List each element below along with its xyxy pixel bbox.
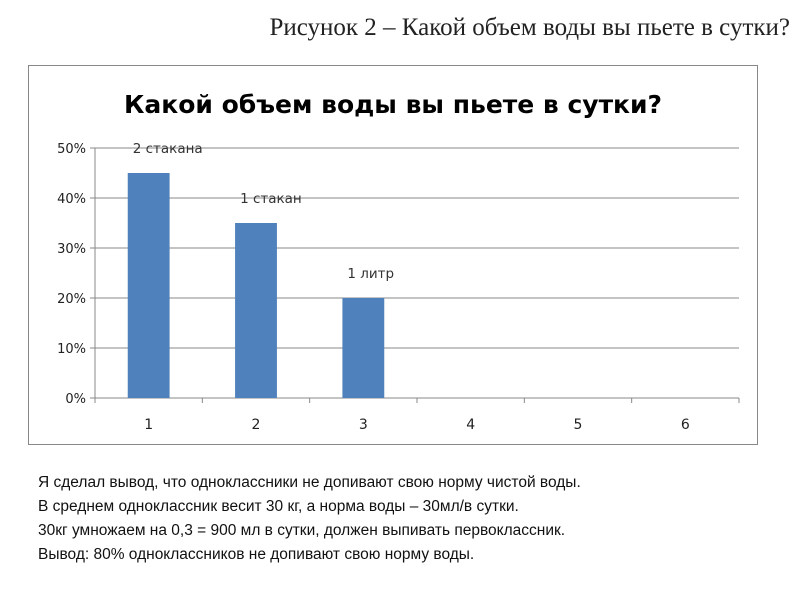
y-tick-label: 0% — [65, 392, 86, 407]
bar-chart: Какой объем воды вы пьете в сутки? 0%10%… — [57, 90, 740, 433]
bar — [342, 298, 385, 398]
y-tick-label: 40% — [57, 192, 86, 207]
bar — [127, 173, 170, 398]
conclusion-line-4: Вывод: 80% одноклассников не допивают св… — [38, 546, 475, 563]
bar — [235, 223, 277, 398]
conclusion-line-1: Я сделал вывод, что одноклассники не доп… — [38, 474, 581, 491]
conclusion-line-3: 30кг умножаем на 0,3 = 900 мл в сутки, д… — [38, 522, 566, 539]
gridlines — [90, 147, 740, 403]
chart-frame: Какой объем воды вы пьете в сутки? 0% 10%… — [28, 65, 758, 445]
y-tick-label: 10% — [57, 342, 86, 357]
x-axis-ticks: 1 2 3 4 5 6 — [144, 417, 690, 433]
conclusion-line-2: В среднем одноклассник весит 30 кг, а но… — [38, 498, 519, 515]
y-tick-label: 30% — [57, 242, 86, 257]
y-tick-label: 50% — [57, 142, 86, 157]
x-tick-label: 3 — [359, 417, 368, 433]
figure-caption: Рисунок 2 – Какой объем воды вы пьете в … — [269, 14, 790, 41]
chart-title: Какой объем воды вы пьете в сутки? — [124, 90, 662, 119]
data-label: 2 стакана — [133, 141, 203, 157]
bars — [127, 173, 385, 398]
x-tick-label: 1 — [144, 417, 153, 433]
data-labels: 2 стакана 1 стакан 1 литр — [133, 141, 394, 282]
y-tick-label: 20% — [57, 292, 86, 307]
data-label: 1 стакан — [240, 191, 302, 207]
x-tick-label: 5 — [574, 417, 583, 433]
x-tick-label: 6 — [681, 417, 690, 433]
y-axis-ticks: 0% 10% 20% 30% 40% 50% — [57, 142, 86, 407]
data-label: 1 литр — [347, 266, 394, 282]
x-tick-label: 4 — [466, 417, 475, 433]
x-tick-label: 2 — [252, 417, 261, 433]
